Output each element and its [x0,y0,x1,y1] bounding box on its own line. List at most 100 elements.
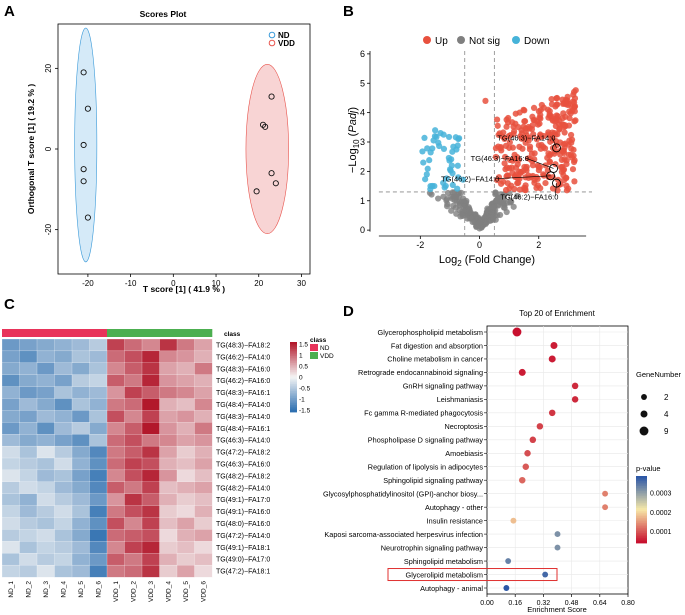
heatmap-cell [106,481,125,495]
heatmap-cell [71,398,90,411]
panel-letter-d: D [343,303,354,320]
heatmap-cell [71,350,90,364]
heatmap-cell [141,481,160,495]
volcano-point-down [424,145,431,152]
volcano-point-up [494,122,501,129]
color-scale-step [290,345,297,348]
volcano-point-up [557,139,564,146]
class-legend-vdd-label: VDD [320,353,334,360]
volcano-point-up [482,97,489,104]
heatmap-cell [19,445,38,459]
heatmap-cell [19,564,38,578]
heatmap-row-label: TG(46:3)−FA14:0 [216,438,270,445]
heatmap-cell [141,553,160,566]
class-bar-vdd [177,329,195,337]
color-legend-step [636,516,647,519]
heatmap-cell [19,350,38,364]
term-label: Glycosylphosphatidylinositol (GPI)-ancho… [323,489,483,498]
volcano-point-up [546,152,553,159]
heatmap-cell [1,529,20,542]
volcano-point-not-sig [452,204,459,211]
heatmap-cell [124,445,143,459]
heatmap-cell [194,410,213,423]
heatmap-cell [19,398,38,411]
heatmap-cell [89,505,108,518]
heatmap-cell [141,505,160,518]
heatmap-cell [71,505,90,518]
volcano-point-not-sig [459,212,466,220]
color-legend-step [636,499,647,502]
y-tick-label: 1 [360,196,365,206]
volcano-point-up [548,101,556,108]
class-legend-title: class [310,337,327,344]
size-legend-title: GeneNumber [636,370,682,379]
heatmap-cell [36,469,55,483]
heatmap-column-label: ND_4 [60,581,67,598]
volcano-point-up [503,173,510,180]
volcano-point-not-sig [507,197,514,205]
color-scale-step [290,347,297,350]
heatmap-cell [54,445,73,459]
color-scale-step [290,354,297,357]
heatmap-cell [176,505,195,518]
class-bar-vdd [124,329,143,337]
volcano-point-up [542,179,549,187]
class-bar-nd [2,329,20,337]
heatmap-cell [19,422,38,435]
y-tick-label: 2 [360,166,365,176]
heatmap-cell [19,338,38,352]
volcano-point-up [546,107,553,115]
heatmap-cell [176,529,195,542]
class-bar-nd [37,329,55,337]
heatmap-cell [19,457,38,471]
heatmap-cell [194,374,213,388]
heatmap-cell [89,410,108,423]
score-point-nd [80,69,87,76]
color-scale-tick: 0 [299,375,303,382]
volcano-point-up [528,150,535,157]
heatmap-cell [124,350,143,364]
volcano-point-up [529,113,536,120]
heatmap-cell [106,410,125,423]
heatmap-cell [176,410,195,423]
heatmap-cell [141,398,160,411]
heatmap-cell [124,338,143,352]
heatmap-cell [176,350,195,364]
y-tick-label: 20 [44,63,53,72]
color-legend-tick: 0.0003 [650,491,672,498]
heatmap-cell [89,493,108,507]
volcano-point-down [436,142,443,150]
term-label: Glycerolipid metabolism [406,570,483,579]
heatmap-cell [36,529,55,542]
heatmap-cell [1,553,20,566]
color-legend-step [636,481,647,484]
heatmap-cell [124,398,143,411]
heatmap-cell [124,410,143,423]
volcano-point-up [533,184,540,191]
heatmap-cell [1,493,20,507]
volcano-point-down [456,135,463,142]
x-tick-label: -10 [125,279,137,288]
heatmap-cell [36,410,55,423]
volcano-point-down [440,145,448,153]
size-legend-label: 4 [664,410,669,419]
volcano-point-up [521,163,528,171]
heatmap-cell [1,398,20,411]
heatmap-cell [141,422,160,435]
heatmap-cell [106,362,125,376]
heatmap-cell [89,481,108,495]
heatmap-cell [89,374,108,388]
volcano-point-up [500,178,507,185]
heatmap-cell [19,517,38,530]
heatmap-cell [124,529,143,542]
enrichment-point [512,327,522,337]
heatmap-cell [159,517,178,530]
x-tick-label: 0 [477,240,482,250]
size-legend-dot [639,426,649,436]
heatmap-cell [71,410,90,423]
heatmap-row-label: TG(46:2)−FA16:0 [216,378,270,385]
x-tick-label: 0.48 [565,600,579,607]
heatmap-cell [71,553,90,566]
heatmap-cell [194,457,213,471]
